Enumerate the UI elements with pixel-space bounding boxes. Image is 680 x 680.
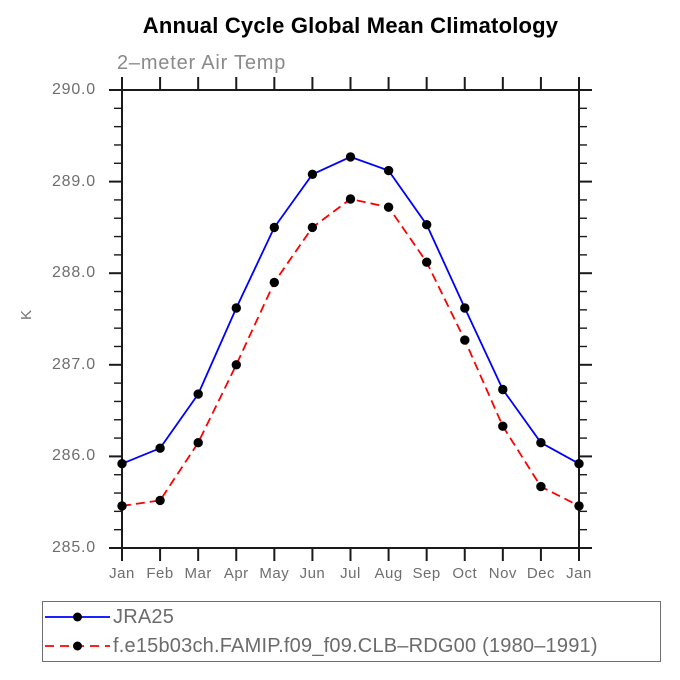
- legend-item-model: f.e15b03ch.FAMIP.f09_f09.CLB–RDG00 (1980…: [43, 632, 660, 660]
- x-tick-label: Oct: [452, 565, 478, 582]
- legend-dashed-line-sample: [45, 641, 110, 651]
- y-tick-label: 286.0: [51, 447, 96, 465]
- chart-plot-area: [109, 77, 592, 561]
- data-point: [231, 360, 241, 370]
- legend-marker-dot: [73, 612, 82, 622]
- x-tick-label: Sep: [412, 565, 441, 582]
- data-markers: [117, 152, 584, 511]
- x-tick-label: Aug: [374, 565, 403, 582]
- data-point: [117, 501, 127, 511]
- data-point: [383, 165, 394, 176]
- data-point: [345, 152, 356, 162]
- data-point: [460, 335, 470, 345]
- x-tick-label: Feb: [146, 565, 174, 582]
- series-line-1: [121, 198, 580, 507]
- y-tick-label: 289.0: [51, 172, 96, 190]
- data-point: [422, 220, 432, 230]
- legend-item-jra25: JRA25: [43, 603, 660, 631]
- x-tick-label: Jan: [566, 565, 592, 582]
- legend: JRA25 f.e15b03ch.FAMIP.f09_f09.CLB–RDG00…: [42, 601, 661, 662]
- data-point: [383, 202, 394, 212]
- data-point: [536, 481, 546, 492]
- chart-title: Annual Cycle Global Mean Climatology: [142, 13, 559, 38]
- data-point: [498, 421, 508, 431]
- data-point: [345, 194, 356, 204]
- plot-frame: [121, 89, 580, 549]
- x-tick-label: May: [259, 565, 290, 582]
- x-tick-label: Dec: [526, 565, 555, 582]
- data-series: [121, 155, 580, 507]
- data-point: [269, 222, 279, 233]
- x-tick-label: Apr: [223, 565, 249, 582]
- axis-ticks: [109, 77, 592, 561]
- y-tick-label: 285.0: [51, 539, 96, 556]
- y-tick-label: 287.0: [51, 355, 96, 373]
- legend-label-jra25: JRA25: [113, 605, 175, 628]
- data-point: [193, 389, 203, 399]
- x-tick-label: Jun: [299, 565, 326, 582]
- data-point: [193, 438, 203, 448]
- data-point: [460, 303, 470, 313]
- data-point: [307, 222, 318, 233]
- data-point: [155, 443, 165, 453]
- y-tick-label: 288.0: [51, 264, 96, 282]
- x-tick-label: Jul: [340, 565, 361, 582]
- data-point: [422, 257, 432, 267]
- y-tick-label: 290.0: [51, 81, 96, 98]
- data-point: [498, 384, 508, 395]
- data-point: [307, 169, 318, 179]
- x-tick-label: Jan: [109, 565, 135, 582]
- legend-label-model: f.e15b03ch.FAMIP.f09_f09.CLB–RDG00 (1980…: [113, 634, 598, 657]
- x-tick-label: Mar: [184, 565, 212, 582]
- chart-subtitle: 2–meter Air Temp: [117, 52, 287, 74]
- data-point: [117, 459, 127, 469]
- data-point: [574, 501, 584, 511]
- data-point: [536, 438, 546, 448]
- legend-marker-dot: [73, 641, 82, 651]
- legend-solid-line-sample: [45, 612, 110, 622]
- data-point: [155, 495, 165, 506]
- data-point: [269, 277, 279, 288]
- data-point: [231, 303, 241, 313]
- data-point: [574, 459, 584, 469]
- x-tick-label: Nov: [488, 565, 517, 582]
